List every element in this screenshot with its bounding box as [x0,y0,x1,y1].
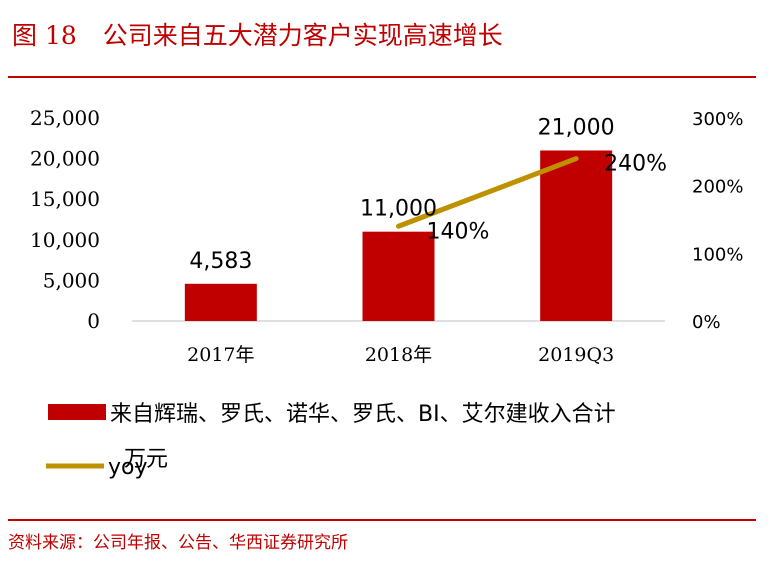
y2-tick-label: 100% [692,244,743,265]
bar [184,283,257,321]
legend-bar-label: 来自辉瑞、罗氏、诺华、罗氏、BI、艾尔建收入合计 [110,402,616,427]
top-divider [8,76,756,78]
y-tick-label: 0 [87,309,100,333]
y-unit-label: 万元 [124,447,168,472]
x-tick-label: 2019Q3 [538,344,614,366]
source-note: 资料来源：公司年报、公告、华西证券研究所 [8,533,348,553]
y-tick-label: 15,000 [30,187,100,211]
yoy-line [396,156,579,229]
y2-tick-label: 300% [692,109,743,130]
data-labels: 4,583 11,000 21,000 140% 240% [189,115,667,273]
bar-value-label: 21,000 [538,115,615,140]
y2-tick-label: 200% [692,177,743,198]
bottom-divider [8,519,756,521]
chart: 0 5,000 10,000 15,000 20,000 25,000 0% 100% 200%… [30,106,743,480]
bar [540,150,613,321]
bar-value-label: 11,000 [360,197,437,222]
y-tick-label: 10,000 [30,228,100,252]
figure-title: 图 18 公司来自五大潜力客户实现高速增长 [12,18,503,54]
chart-axes: 0 5,000 10,000 15,000 20,000 25,000 0% 100% 200%… [30,106,743,366]
bar-value-label: 4,583 [189,249,252,274]
line-value-label: 140% [427,219,490,244]
legend-line-label: yoy [108,455,148,480]
y-tick-label: 20,000 [30,147,100,171]
line-series [396,156,579,229]
x-tick-label: 2017年 [187,344,254,366]
legend-bar-swatch [48,404,106,420]
figure-number: 图 18 [12,21,77,50]
bar-series [184,150,613,321]
y-tick-label: 5,000 [43,268,100,292]
figure-title-text: 公司来自五大潜力客户实现高速增长 [102,21,503,50]
bar [362,231,435,321]
x-tick-label: 2018年 [365,344,432,366]
y-tick-label: 25,000 [30,106,100,130]
line-value-label: 240% [604,152,667,177]
y2-tick-label: 0% [692,312,721,333]
